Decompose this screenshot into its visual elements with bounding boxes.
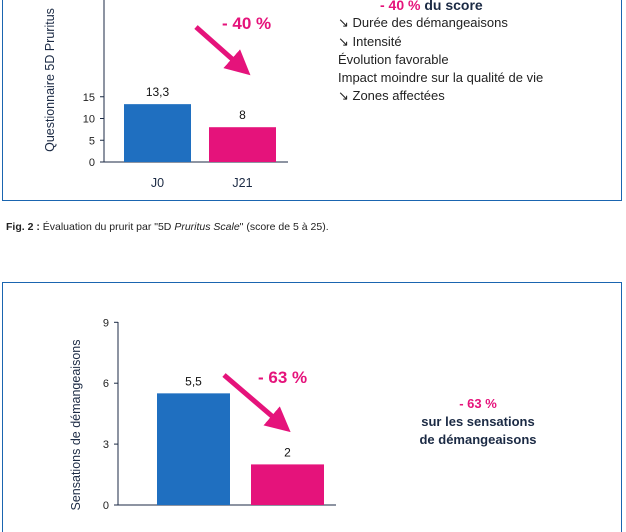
chart-2-y-axis-label: Sensations de démangeaisons xyxy=(69,340,83,511)
chart-1-y-tick-label: 15 xyxy=(83,92,95,104)
chart-2-y-tick-label: 3 xyxy=(103,439,109,451)
caption-text-before: Évaluation du prurit par "5D xyxy=(39,221,175,233)
figure-caption: Fig. 2 : Évaluation du prurit par "5D Pr… xyxy=(6,221,329,233)
chart-1-y-axis-label: Questionnaire 5D Pruritus xyxy=(43,8,57,152)
chart-2-y-tick-label: 9 xyxy=(103,317,109,329)
chart-2-percent-label: - 63 % xyxy=(258,368,307,387)
chart-1-summary: - 40 % du score ↘ Durée des démangeaison… xyxy=(338,0,543,106)
chart-2-decrease-arrow xyxy=(222,373,291,433)
chart-2-summary-line: de démangeaisons xyxy=(419,432,537,447)
chart-2-summary: - 63 % sur les sensations de démangeaiso… xyxy=(393,395,563,449)
chart-1-summary-pct: - 40 % xyxy=(380,0,421,13)
chart-1-decrease-arrow xyxy=(194,25,251,76)
chart-2-frame xyxy=(2,282,622,532)
chart-1-y-tick-label: 0 xyxy=(89,157,95,169)
chart-1-category-label: J21 xyxy=(232,176,252,190)
chart-2-y-tick-label: 0 xyxy=(103,500,109,512)
chart-2-bar xyxy=(251,464,324,505)
chart-1-percent-label: - 40 % xyxy=(222,14,271,33)
chart-1-category-label: J0 xyxy=(151,176,164,190)
caption-lead: Fig. 2 : xyxy=(6,221,40,233)
chart-1-y-tick-label: 5 xyxy=(89,135,95,147)
chart-1-bar xyxy=(124,104,191,162)
chart-2-bar xyxy=(157,393,230,505)
chart-1-data-label: 13,3 xyxy=(146,85,170,99)
caption-italic: Pruritus Scale xyxy=(174,221,240,233)
chart-1-summary-heading: - 40 % du score xyxy=(380,0,543,14)
caption-text-after: " (score de 5 à 25). xyxy=(239,221,329,233)
chart-2-summary-pct: - 63 % xyxy=(459,396,497,411)
chart-2-data-label: 5,5 xyxy=(185,374,202,388)
chart-1-summary-heading-rest: du score xyxy=(420,0,483,13)
chart-1-summary-line: Impact moindre sur la qualité de vie xyxy=(338,70,544,86)
chart-1-frame xyxy=(2,0,622,201)
chart-1-summary-line: Évolution favorable xyxy=(338,51,449,67)
chart-1-summary-line: ↘ Zones affectées xyxy=(338,88,445,104)
charts-canvas: 0 5 10 15 Questionnaire 5D Pruritus 13,3 J0 8 J2… xyxy=(43,0,336,512)
chart-2-summary-line: sur les sensations xyxy=(421,414,535,429)
chart-1-y-tick-label: 10 xyxy=(83,114,95,126)
chart-1-summary-line: ↘ Intensité xyxy=(338,33,402,49)
chart-1-bar xyxy=(209,127,276,162)
chart-2-data-label: 2 xyxy=(284,445,291,459)
chart-1-summary-line: ↘ Durée des démangeaisons xyxy=(338,15,508,31)
chart-2-y-tick-label: 6 xyxy=(103,378,109,390)
chart-1-data-label: 8 xyxy=(239,108,246,122)
